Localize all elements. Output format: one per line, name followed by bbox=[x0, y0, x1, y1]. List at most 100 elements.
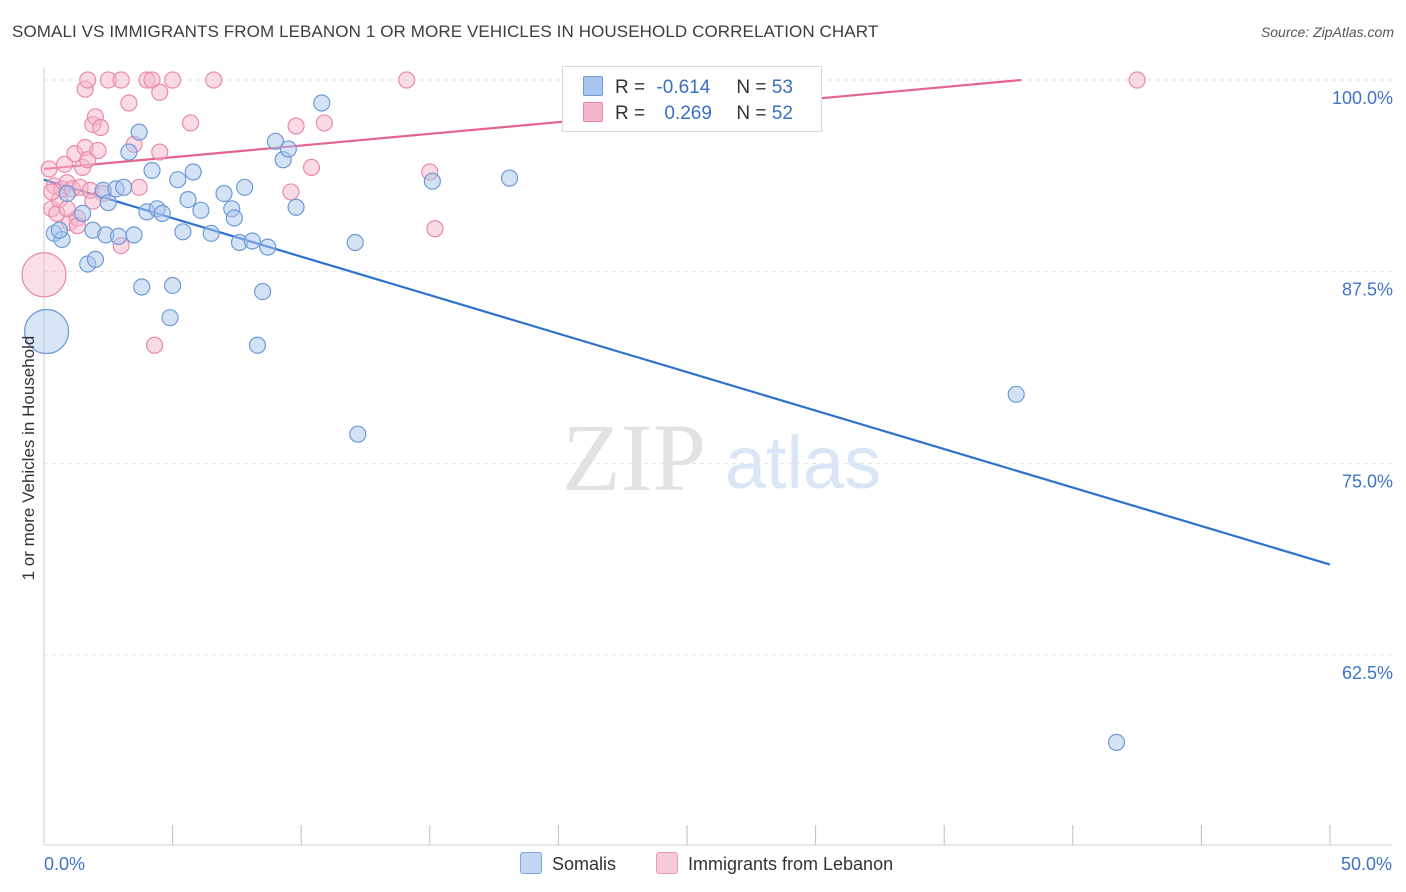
somalis-point-29 bbox=[192, 201, 210, 219]
somalis-point-7 bbox=[86, 250, 105, 268]
somalis-point-30 bbox=[202, 224, 220, 242]
y-tick-label-2: 75.0% bbox=[1342, 471, 1393, 491]
source-label: Source: ZipAtlas.com bbox=[1260, 24, 1394, 40]
somalis-point-48 bbox=[500, 169, 519, 187]
somalis-point-18 bbox=[133, 278, 151, 296]
axes bbox=[43, 68, 1392, 846]
lebanon-point-33 bbox=[151, 83, 169, 101]
lebanon-point-25 bbox=[112, 71, 130, 89]
x-tick-label-max: 50.0% bbox=[1341, 854, 1392, 874]
lebanon-point-27 bbox=[120, 94, 138, 112]
stats-legend-somalis: R = -0.614 N = 53 bbox=[583, 73, 793, 103]
lebanon-point-20 bbox=[89, 141, 107, 160]
lebanon-point-42 bbox=[398, 71, 416, 89]
lebanon-point-37 bbox=[205, 71, 223, 89]
r-label-somalis: R = bbox=[615, 77, 646, 98]
lebanon-swatch bbox=[583, 102, 603, 122]
n-value-lebanon: 52 bbox=[771, 103, 793, 124]
somalis-point-39 bbox=[259, 238, 277, 256]
stats-legend-lebanon: R = 0.269 N = 52 bbox=[583, 99, 793, 129]
lebanon-point-36 bbox=[182, 114, 200, 132]
somalis-point-38 bbox=[254, 283, 272, 301]
lebanon-point-23 bbox=[79, 71, 97, 89]
legend-item-somalis[interactable]: Somalis bbox=[520, 852, 616, 875]
lebanon-point-38 bbox=[282, 183, 300, 201]
legend-label-somalis: Somalis bbox=[552, 854, 617, 874]
y-tick-labels: 100.0% 87.5% 75.0% 62.5% bbox=[1332, 88, 1393, 683]
somalis-point-23 bbox=[161, 309, 179, 327]
somalis-point-0 bbox=[23, 308, 70, 355]
gridlines bbox=[44, 79, 1392, 656]
somalis-point-36 bbox=[243, 232, 261, 250]
somalis-point-28 bbox=[184, 163, 202, 181]
legend-item-lebanon[interactable]: Immigrants from Lebanon bbox=[656, 852, 893, 875]
trend-line-lebanon bbox=[43, 78, 1022, 171]
lebanon-point-32 bbox=[145, 336, 164, 354]
lebanon-point-40 bbox=[302, 158, 321, 176]
somalis-point-45 bbox=[346, 233, 364, 252]
r-value-lebanon: 0.269 bbox=[664, 103, 712, 124]
chart-title: SOMALI VS IMMIGRANTS FROM LEBANON 1 OR M… bbox=[12, 22, 879, 41]
lebanon-point-7 bbox=[55, 155, 74, 173]
points-somalis bbox=[23, 94, 1126, 752]
somalis-point-44 bbox=[313, 94, 331, 112]
lebanon-point-1 bbox=[40, 160, 58, 178]
stats-legend: R = -0.614 N = 53 R = 0.269 N = 52 bbox=[562, 66, 822, 132]
somalis-point-22 bbox=[153, 204, 171, 222]
somalis-legend-swatch bbox=[520, 852, 542, 874]
somalis-point-13 bbox=[109, 227, 128, 245]
somalis-point-47 bbox=[423, 172, 441, 190]
somalis-point-31 bbox=[215, 184, 233, 203]
n-label-somalis: N = bbox=[736, 77, 767, 98]
legend-label-lebanon: Immigrants from Lebanon bbox=[688, 854, 894, 874]
somalis-point-42 bbox=[279, 140, 297, 158]
lebanon-point-29 bbox=[130, 178, 148, 196]
lebanon-point-0 bbox=[21, 252, 67, 298]
lebanon-legend-swatch bbox=[656, 852, 678, 874]
somalis-point-15 bbox=[125, 226, 143, 244]
points-immigrants-from-lebanon bbox=[21, 71, 1146, 354]
somalis-point-33 bbox=[225, 209, 243, 227]
lebanon-point-41 bbox=[315, 114, 333, 132]
lebanon-point-35 bbox=[164, 71, 182, 89]
watermark-zip: ZIP bbox=[562, 404, 706, 511]
y-tick-label-0: 100.0% bbox=[1332, 88, 1393, 108]
lebanon-point-44 bbox=[426, 220, 444, 238]
watermark-atlas: atlas bbox=[725, 421, 881, 504]
somalis-point-4 bbox=[58, 184, 76, 203]
somalis-point-26 bbox=[174, 223, 192, 241]
somalis-point-50 bbox=[1107, 733, 1126, 752]
lebanon-point-46 bbox=[58, 200, 76, 218]
lebanon-point-34 bbox=[151, 143, 169, 161]
somalis-point-37 bbox=[248, 336, 267, 354]
somalis-swatch bbox=[583, 76, 603, 96]
somalis-point-3 bbox=[50, 221, 69, 239]
somalis-point-40 bbox=[266, 132, 285, 150]
y-axis-label: 1 or more Vehicles in Household bbox=[19, 336, 38, 581]
lebanon-point-49 bbox=[43, 183, 61, 201]
lebanon-point-21 bbox=[91, 118, 110, 137]
lebanon-point-31 bbox=[143, 71, 161, 89]
y-tick-label-3: 62.5% bbox=[1342, 663, 1393, 683]
r-label-lebanon: R = bbox=[615, 103, 646, 124]
somalis-point-14 bbox=[115, 178, 133, 196]
somalis-point-5 bbox=[73, 204, 92, 222]
n-label-lebanon: N = bbox=[736, 103, 767, 124]
somalis-point-35 bbox=[236, 178, 254, 196]
lebanon-point-39 bbox=[287, 117, 305, 135]
somalis-point-20 bbox=[143, 161, 161, 180]
somalis-point-24 bbox=[164, 276, 182, 295]
n-value-somalis: 53 bbox=[771, 77, 793, 98]
somalis-point-17 bbox=[130, 123, 148, 141]
r-value-somalis: -0.614 bbox=[656, 77, 711, 98]
somalis-point-46 bbox=[349, 425, 367, 443]
lebanon-point-45 bbox=[1128, 71, 1146, 89]
x-tick-label-min: 0.0% bbox=[44, 854, 85, 874]
somalis-point-25 bbox=[169, 171, 187, 189]
somalis-point-49 bbox=[1007, 385, 1025, 403]
somalis-point-11 bbox=[99, 194, 117, 212]
somalis-point-16 bbox=[120, 143, 138, 161]
somalis-point-27 bbox=[179, 191, 197, 209]
somalis-point-43 bbox=[287, 198, 305, 216]
